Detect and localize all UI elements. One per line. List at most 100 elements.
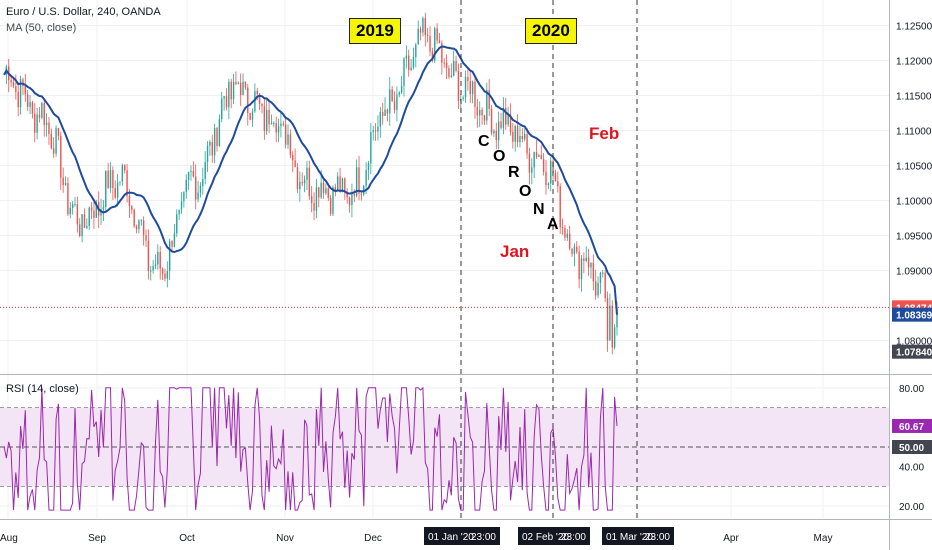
price-tick-label: 1.10500 [896, 162, 932, 173]
candle [559, 183, 561, 234]
candle [490, 105, 493, 136]
candle [140, 219, 142, 226]
candle [235, 71, 237, 86]
candle [64, 176, 67, 186]
candle [391, 86, 393, 103]
candle [266, 98, 268, 135]
candle [393, 91, 396, 114]
candle [611, 300, 613, 355]
candle [242, 73, 244, 96]
candle [512, 122, 514, 149]
candle [609, 293, 611, 341]
candle [417, 20, 419, 45]
candle [540, 145, 542, 160]
candle [318, 186, 320, 208]
candle [239, 73, 242, 107]
ma-value-tag: 1.08369 [892, 307, 932, 322]
price-tick-label: 1.12000 [896, 57, 932, 68]
candle [348, 196, 351, 213]
candle [10, 76, 12, 87]
candle [287, 124, 289, 149]
candle [476, 98, 479, 128]
candle [308, 160, 311, 200]
candle [280, 111, 282, 138]
ma-line [3, 45, 618, 315]
candle [358, 155, 360, 201]
candle [67, 177, 69, 217]
year-2020-badge: 2020 [525, 18, 577, 44]
candle [12, 78, 15, 89]
candle [426, 28, 429, 43]
candle [306, 160, 308, 191]
price-tick-label: 1.12500 [896, 22, 932, 33]
candle [462, 95, 464, 102]
candle [48, 116, 50, 145]
price-tick-label: 1.09000 [896, 267, 932, 278]
candle [183, 191, 185, 208]
candle [351, 183, 353, 218]
candle [261, 103, 263, 114]
candle [344, 177, 346, 200]
candle [523, 128, 526, 142]
candle [81, 214, 83, 243]
candle [374, 123, 377, 141]
candle [296, 163, 299, 194]
candle [45, 113, 48, 137]
rsi-mid-tag: 50.00 [892, 440, 932, 454]
candle [126, 163, 128, 203]
candle [405, 45, 408, 69]
candle [467, 66, 469, 91]
candle [303, 175, 306, 193]
candle [422, 16, 424, 37]
candle [502, 97, 505, 135]
candle [197, 180, 199, 203]
candle [180, 192, 183, 214]
candle [441, 40, 443, 75]
candle [398, 91, 400, 98]
candle [152, 260, 154, 274]
candle [299, 171, 301, 202]
candle [370, 123, 372, 175]
corona-letter-r: R [508, 164, 520, 181]
candle [505, 97, 507, 130]
candle [604, 270, 606, 303]
x-axis-label: Dec [364, 533, 382, 544]
candle [206, 140, 209, 172]
corona-letter-o2: O [519, 183, 532, 200]
candle [471, 80, 474, 104]
candle [154, 254, 157, 270]
candle [479, 101, 481, 128]
candle [419, 26, 422, 41]
candlestick-series [5, 12, 618, 355]
candle [564, 225, 566, 241]
candle [263, 97, 266, 140]
candle [273, 121, 275, 128]
candle [178, 209, 180, 221]
candle [415, 42, 417, 68]
candle [528, 147, 531, 185]
candle [339, 167, 341, 193]
candle [249, 112, 251, 121]
svg-text:02 Feb '20: 02 Feb '20 [522, 532, 569, 543]
price-tick-label: 1.11500 [896, 92, 932, 103]
symbol-title: Euro / U.S. Dollar, 240, OANDA [6, 6, 161, 18]
candle [164, 268, 166, 282]
candle [500, 112, 502, 130]
candle [301, 172, 303, 186]
candle [79, 218, 81, 238]
candle [19, 75, 22, 115]
candle [107, 162, 109, 189]
candle [400, 75, 403, 95]
rsi-tick-label: 20.00 [899, 502, 924, 513]
candle [450, 63, 453, 78]
candle [5, 64, 8, 84]
candle [602, 269, 604, 278]
candle [55, 125, 57, 157]
candle [135, 224, 138, 234]
candle [57, 127, 60, 141]
candle [571, 248, 573, 257]
candle [50, 128, 53, 150]
candle [204, 151, 206, 185]
